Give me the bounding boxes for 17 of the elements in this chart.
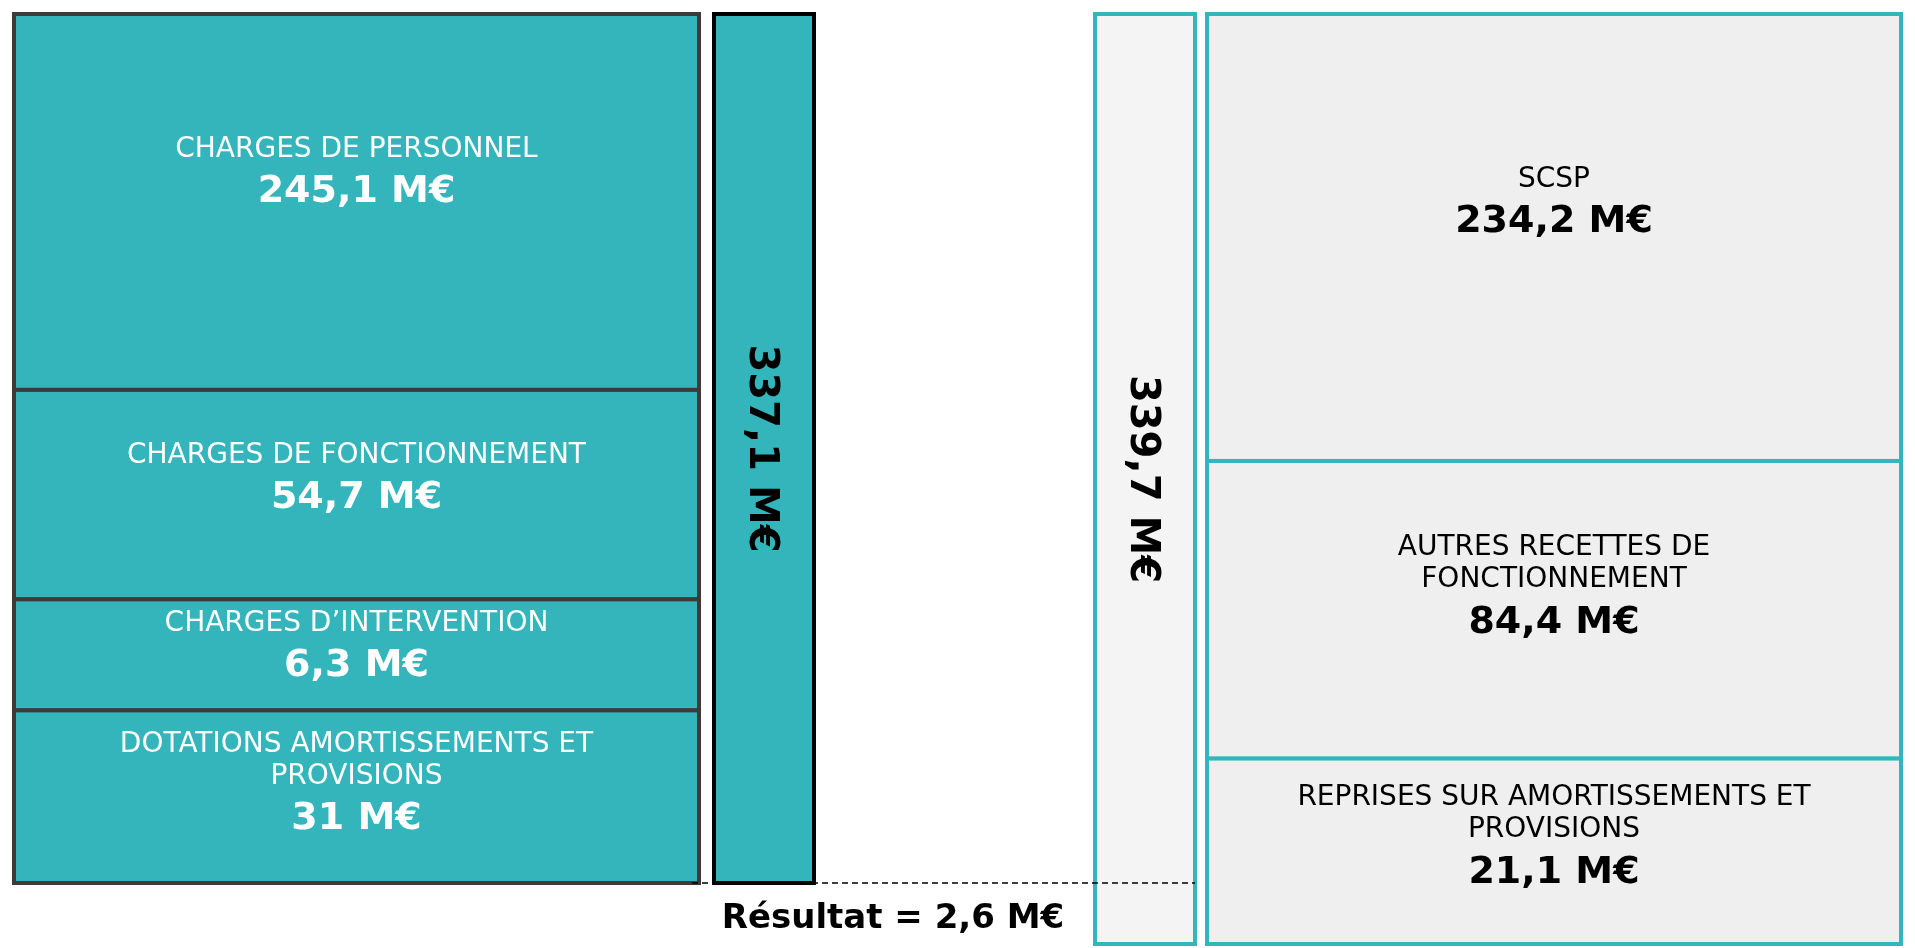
- data-label: 6,3 M€: [284, 641, 429, 686]
- series-label: DOTATIONS AMORTISSEMENTS ET PROVISIONS: [119, 725, 595, 791]
- series-label: REPRISES SUR AMORTISSEMENTS ET PROVISIONS: [1297, 779, 1812, 845]
- text: 339,7 M€: [1122, 374, 1168, 584]
- data-label: 84,4 M€: [1468, 597, 1640, 642]
- series-label: CHARGES DE PERSONNEL: [175, 130, 539, 164]
- data-label: 31 M€: [291, 794, 422, 839]
- data-label: 21,1 M€: [1468, 848, 1640, 893]
- text: Résultat = 2,6 M€: [721, 896, 1065, 936]
- text: 337,1 M€: [741, 344, 787, 553]
- data-label: 245,1 M€: [257, 167, 456, 212]
- series-label: AUTRES RECETTES DE FONCTIONNEMENT: [1397, 528, 1711, 594]
- series-label: CHARGES DE FONCTIONNEMENT: [127, 436, 587, 470]
- series-label: SCSP: [1518, 160, 1590, 194]
- data-label: 54,7 M€: [270, 473, 443, 518]
- data-label: 234,2 M€: [1455, 197, 1653, 242]
- series-label: CHARGES D’INTERVENTION: [164, 604, 549, 638]
